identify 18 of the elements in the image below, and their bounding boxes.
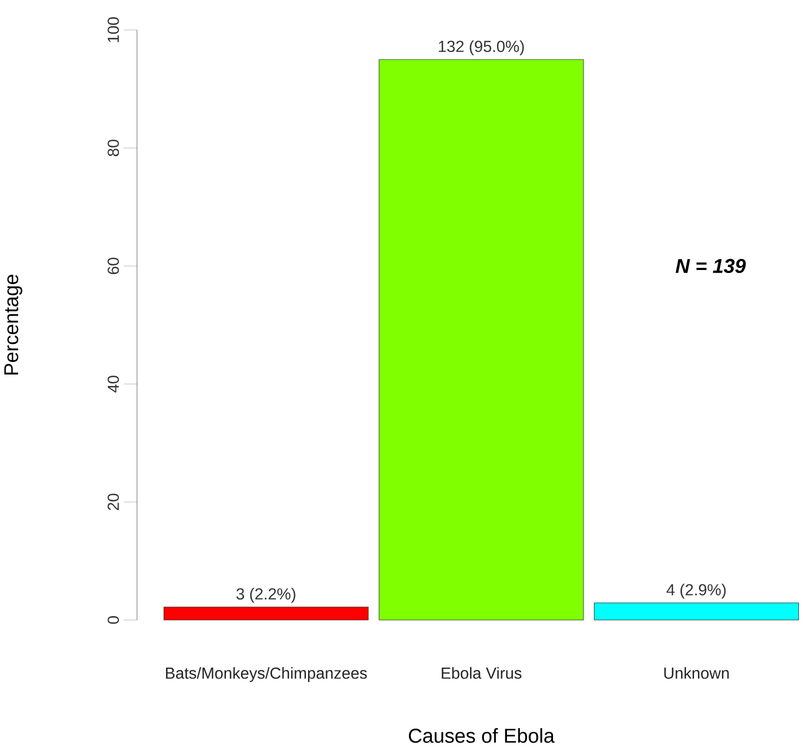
y-tick-label: 20 xyxy=(108,494,119,510)
data-label: 3 (2.2%) xyxy=(236,588,296,603)
y-tick-label: 40 xyxy=(108,376,119,393)
data-label: 4 (2.9%) xyxy=(666,584,726,599)
bar xyxy=(378,59,584,620)
x-tick-label: Bats/Monkeys/Chimpanzees xyxy=(166,667,367,682)
y-tick-label: 60 xyxy=(108,258,119,274)
x-axis-title: Causes of Ebola xyxy=(408,728,555,743)
y-tick-label: 100 xyxy=(108,17,119,42)
y-axis-title: Percentage xyxy=(4,274,22,375)
y-tick-label: 0 xyxy=(108,616,119,624)
x-tick-label: Unknown xyxy=(664,667,729,679)
bar xyxy=(594,602,799,620)
y-tick-label: 80 xyxy=(108,140,119,156)
bar xyxy=(164,606,369,620)
data-label: 132 (95.0%) xyxy=(438,40,524,56)
annotation: N = 139 xyxy=(676,258,746,274)
x-tick-label: Ebola Virus xyxy=(442,667,522,679)
